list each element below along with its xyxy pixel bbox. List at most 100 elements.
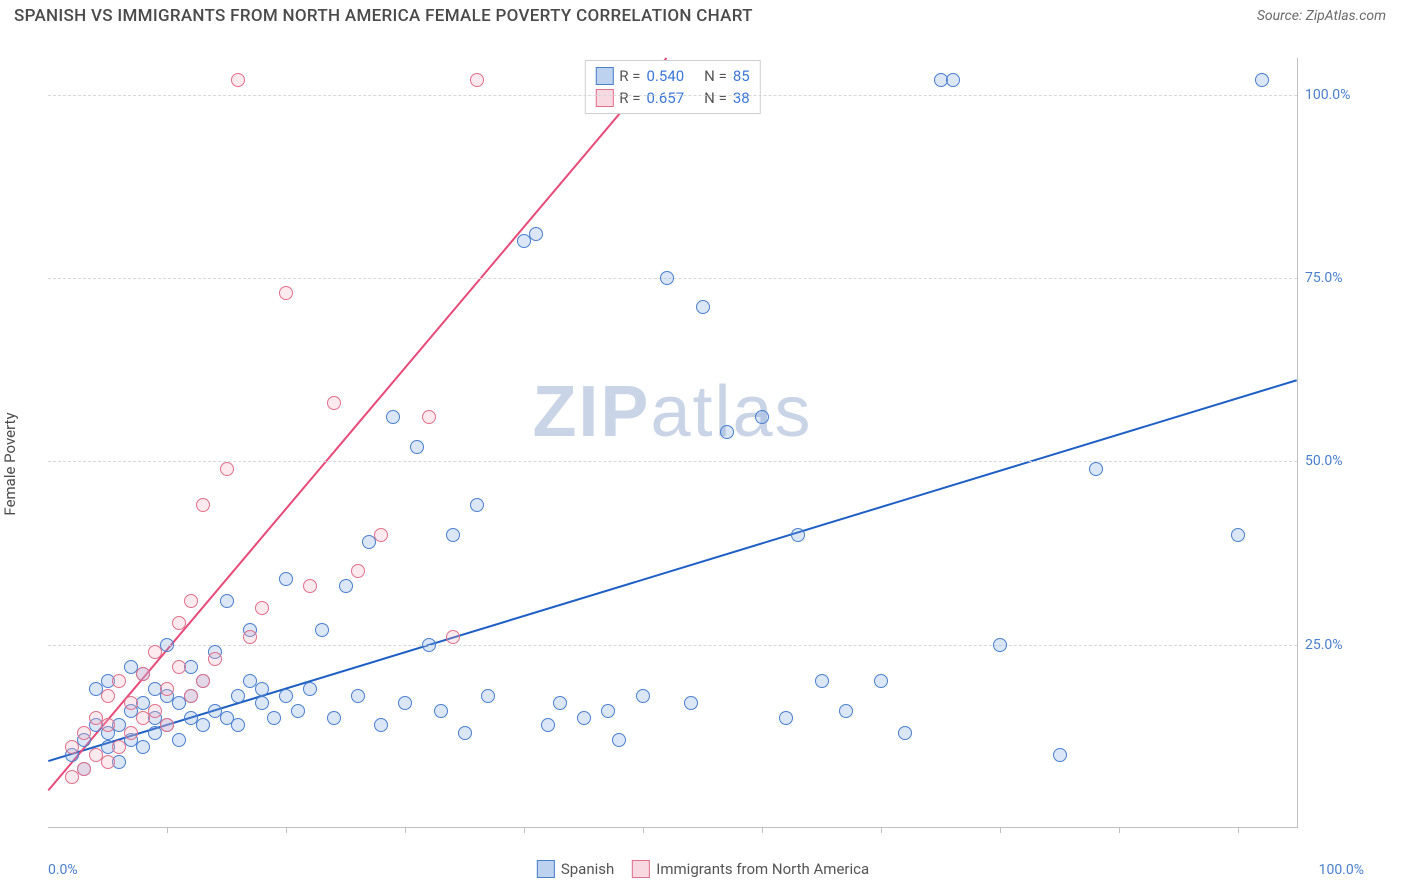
legend-item-immigrants: Immigrants from North America	[632, 860, 869, 878]
data-point	[184, 689, 198, 703]
data-point	[101, 718, 115, 732]
data-point	[291, 704, 305, 718]
legend-swatch-icon	[632, 860, 650, 878]
data-point	[1089, 462, 1103, 476]
x-tick	[1238, 827, 1239, 833]
data-point	[231, 73, 245, 87]
r-label: R =	[619, 65, 640, 87]
n-label: N =	[704, 87, 727, 109]
data-point	[196, 674, 210, 688]
gridline	[48, 645, 1297, 646]
data-point	[172, 616, 186, 630]
data-point	[196, 718, 210, 732]
data-point	[696, 300, 710, 314]
x-tick	[881, 827, 882, 833]
legend-swatch-immigrants	[595, 89, 613, 107]
data-point	[77, 762, 91, 776]
data-point	[422, 638, 436, 652]
y-tick-label: 50.0%	[1305, 453, 1365, 469]
data-point	[470, 498, 484, 512]
legend-row-immigrants: R = 0.657 N = 38	[595, 87, 749, 109]
data-point	[136, 667, 150, 681]
data-point	[327, 711, 341, 725]
data-point	[220, 594, 234, 608]
x-tick	[643, 827, 644, 833]
data-point	[898, 726, 912, 740]
data-point	[148, 704, 162, 718]
chart-container: Female Poverty ZIPatlas R = 0.540 N = 85…	[0, 36, 1406, 892]
correlation-legend: R = 0.540 N = 85 R = 0.657 N = 38	[584, 60, 760, 114]
data-point	[124, 696, 138, 710]
data-point	[255, 601, 269, 615]
data-point	[612, 733, 626, 747]
data-point	[398, 696, 412, 710]
data-point	[779, 711, 793, 725]
data-point	[874, 674, 888, 688]
data-point	[351, 564, 365, 578]
data-point	[720, 425, 734, 439]
data-point	[303, 682, 317, 696]
gridline	[48, 95, 1297, 96]
data-point	[1231, 528, 1245, 542]
x-tick	[1000, 827, 1001, 833]
data-point	[577, 711, 591, 725]
data-point	[65, 740, 79, 754]
data-point	[374, 528, 388, 542]
x-tick	[286, 827, 287, 833]
data-point	[481, 689, 495, 703]
data-point	[112, 674, 126, 688]
x-tick	[405, 827, 406, 833]
data-point	[101, 755, 115, 769]
data-point	[660, 271, 674, 285]
data-point	[172, 660, 186, 674]
data-point	[791, 528, 805, 542]
series-legend: Spanish Immigrants from North America	[537, 860, 869, 878]
n-value-immigrants: 38	[733, 87, 750, 109]
data-point	[196, 498, 210, 512]
data-point	[541, 718, 555, 732]
data-point	[601, 704, 615, 718]
data-point	[946, 73, 960, 87]
r-label: R =	[619, 87, 640, 109]
data-point	[1053, 748, 1067, 762]
data-point	[160, 718, 174, 732]
data-point	[184, 594, 198, 608]
data-point	[184, 660, 198, 674]
data-point	[755, 410, 769, 424]
x-tick	[524, 827, 525, 833]
data-point	[255, 696, 269, 710]
data-point	[422, 410, 436, 424]
chart-title: SPANISH VS IMMIGRANTS FROM NORTH AMERICA…	[14, 6, 753, 26]
data-point	[101, 689, 115, 703]
data-point	[339, 579, 353, 593]
data-point	[386, 410, 400, 424]
data-point	[160, 638, 174, 652]
data-point	[1255, 73, 1269, 87]
data-point	[529, 227, 543, 241]
data-point	[112, 740, 126, 754]
data-point	[553, 696, 567, 710]
y-tick-label: 75.0%	[1305, 270, 1365, 286]
y-tick-label: 25.0%	[1305, 637, 1365, 653]
data-point	[267, 711, 281, 725]
r-value-spanish: 0.540	[646, 65, 684, 87]
legend-swatch-spanish	[595, 67, 613, 85]
data-point	[255, 682, 269, 696]
data-point	[303, 579, 317, 593]
x-axis-min-label: 0.0%	[48, 862, 78, 878]
data-point	[446, 630, 460, 644]
data-point	[231, 718, 245, 732]
data-point	[243, 630, 257, 644]
legend-label-spanish: Spanish	[561, 860, 614, 878]
data-point	[315, 623, 329, 637]
gridline	[48, 461, 1297, 462]
x-tick	[1119, 827, 1120, 833]
data-point	[160, 682, 174, 696]
data-point	[327, 396, 341, 410]
data-point	[684, 696, 698, 710]
data-point	[279, 286, 293, 300]
legend-item-spanish: Spanish	[537, 860, 614, 878]
regression-lines-layer	[48, 58, 1297, 827]
data-point	[446, 528, 460, 542]
legend-row-spanish: R = 0.540 N = 85	[595, 65, 749, 87]
